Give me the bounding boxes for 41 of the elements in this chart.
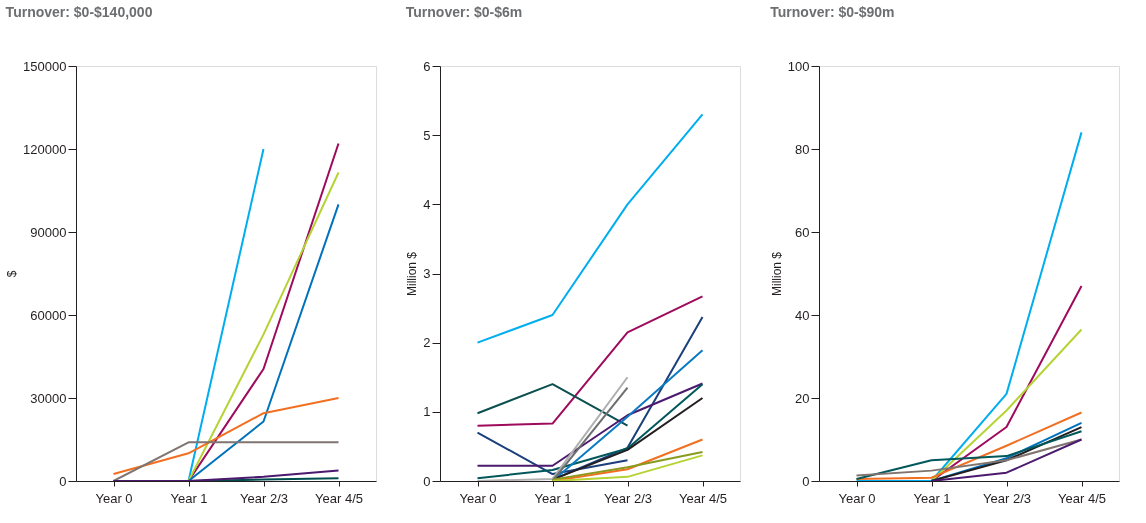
- y-tick-label: 4: [423, 196, 431, 212]
- y-tick-label: 20: [795, 390, 810, 406]
- x-tick-label: Year 1: [534, 490, 572, 506]
- line-series: [476, 113, 704, 344]
- x-tick-label: Year 4/5: [315, 490, 363, 506]
- y-tick-label: 150000: [23, 58, 67, 74]
- y-tick-label: 1: [423, 404, 431, 420]
- x-tick-label: Year 0: [459, 490, 497, 506]
- x-tick-label: Year 2/3: [240, 490, 288, 506]
- y-tick-label: 30000: [30, 390, 67, 406]
- y-tick-label: 0: [423, 473, 431, 489]
- y-axis-title: $: [5, 270, 20, 278]
- line-series: [112, 397, 340, 476]
- y-tick-label: 0: [802, 473, 810, 489]
- chart-title: Turnover: $0-$6m: [405, 4, 523, 20]
- x-tick-label: Year 2/3: [604, 490, 652, 506]
- chart-title: Turnover: $0-$90m: [770, 4, 895, 20]
- x-tick-label: Year 1: [170, 490, 208, 506]
- y-tick-label: 60000: [30, 307, 67, 323]
- x-tick-label: Year 0: [838, 490, 876, 506]
- y-tick-label: 80: [795, 141, 810, 157]
- x-tick-label: Year 4/5: [679, 490, 727, 506]
- y-tick-label: 0: [59, 473, 67, 489]
- x-tick-label: Year 0: [95, 490, 133, 506]
- x-tick-label: Year 2/3: [983, 490, 1031, 506]
- y-axis-title: Million $: [405, 251, 420, 297]
- x-tick-label: Year 4/5: [1058, 490, 1106, 506]
- line-series: [855, 430, 1083, 480]
- y-axis-title: Million $: [769, 251, 784, 297]
- y-tick-label: 3: [423, 266, 431, 281]
- y-tick-label: 5: [423, 127, 431, 143]
- y-tick-label: 90000: [30, 224, 67, 240]
- chart-title: Turnover: $0-$140,000: [5, 4, 153, 20]
- y-tick-label: 6: [423, 58, 431, 74]
- y-tick-label: 2: [423, 335, 431, 351]
- y-tick-label: 120000: [23, 141, 67, 157]
- y-tick-label: 100: [787, 58, 810, 74]
- y-tick-label: 40: [795, 307, 810, 323]
- line-series: [476, 295, 704, 427]
- y-tick-label: 60: [795, 224, 810, 240]
- x-tick-label: Year 1: [913, 490, 951, 506]
